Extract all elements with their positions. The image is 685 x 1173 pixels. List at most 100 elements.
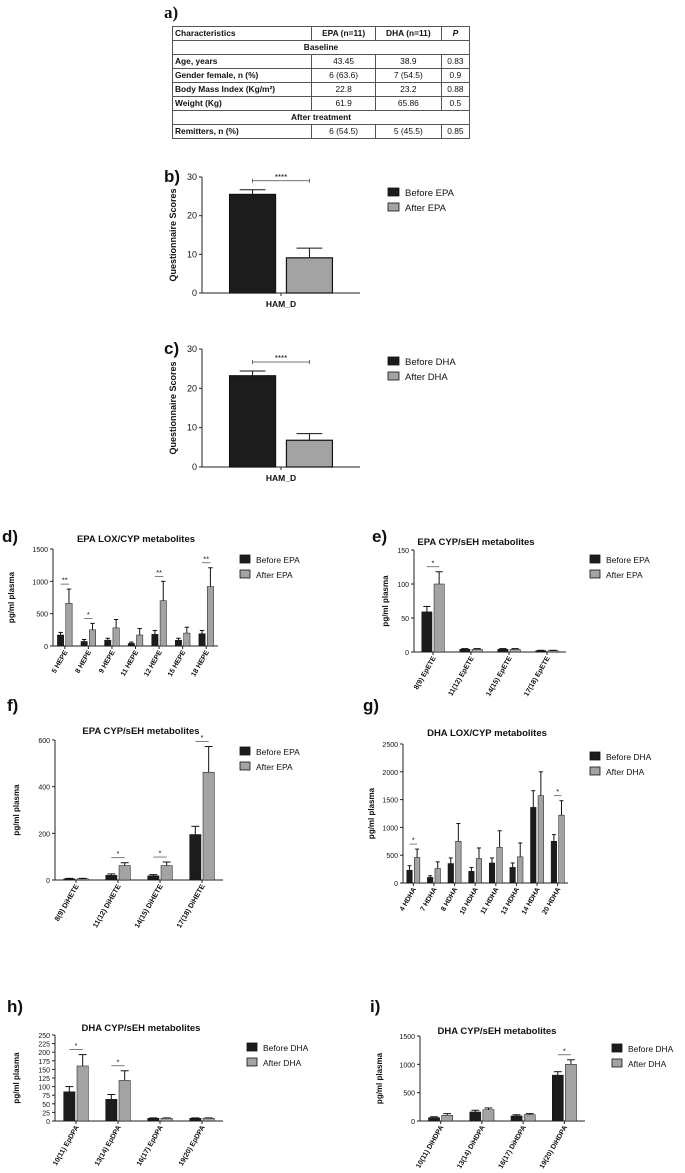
- y-tick-label: 1500: [399, 1034, 415, 1041]
- bar-after: [475, 858, 483, 884]
- bar-after: [517, 856, 524, 884]
- legend-label: Before DHA: [405, 357, 456, 368]
- legend-label: After EPA: [606, 570, 643, 580]
- y-axis-label: pg/ml plasma: [12, 784, 21, 836]
- x-tick-label: 10 HDHA: [459, 887, 480, 916]
- significance-label: *: [159, 849, 162, 858]
- x-tick-label: 11(12) DiHETE: [91, 882, 123, 929]
- bar-after: [496, 847, 503, 884]
- y-tick-label: 1000: [382, 825, 398, 832]
- row-label: Remitters, n (%): [171, 124, 313, 139]
- y-tick-label: 200: [38, 831, 50, 838]
- panel-label: g): [363, 696, 379, 715]
- bar-before: [63, 878, 76, 881]
- x-tick-label: HAM_D: [266, 299, 296, 309]
- significance-label: *: [87, 610, 90, 619]
- bar-after: [89, 629, 96, 647]
- y-axis-label: pg/ml plasma: [381, 575, 390, 627]
- bar-before: [189, 834, 202, 881]
- chart-title: EPA CYP/sEH metabolites: [417, 537, 534, 548]
- y-tick-label: 125: [38, 1076, 50, 1083]
- x-tick-label: 9 HEPE: [98, 649, 117, 674]
- y-tick-label: 1000: [32, 579, 48, 586]
- x-tick-label: 13 HDHA: [500, 887, 521, 916]
- bar-after: [206, 586, 214, 647]
- x-tick-label: 14(15) EpETE: [485, 655, 514, 698]
- bar-before: [189, 1117, 202, 1122]
- bar-after: [160, 1117, 173, 1122]
- bar-after: [202, 771, 215, 881]
- y-tick-label: 0: [192, 288, 197, 298]
- significance-label: **: [62, 576, 68, 585]
- legend-label: Before DHA: [628, 1044, 674, 1054]
- legend-swatch-before: [611, 1043, 623, 1053]
- bar-before: [175, 639, 182, 647]
- y-tick-label: 500: [403, 1091, 415, 1098]
- x-tick-label: 11 HDHA: [480, 887, 501, 916]
- bar-before: [147, 1117, 160, 1122]
- chart-d: d) EPA LOX/CYP metabolites 0 500 1000 1500 pg/…: [2, 527, 300, 678]
- bar-after: [160, 865, 173, 881]
- legend-swatch-after: [387, 202, 400, 212]
- y-axis-label: pg/ml plasma: [12, 1052, 21, 1104]
- legend-swatch-after: [387, 371, 400, 381]
- bar-before: [228, 375, 277, 468]
- legend-swatch-after: [239, 761, 251, 771]
- x-tick-label: HAM_D: [266, 473, 296, 483]
- y-tick-label: 1500: [382, 798, 398, 805]
- p-value: 0.83: [440, 54, 471, 69]
- chart-title: EPA CYP/sEH metabolites: [82, 726, 199, 737]
- bar-after: [136, 634, 144, 647]
- y-tick-label: 2500: [382, 742, 398, 749]
- y-tick-label: 200: [38, 1050, 50, 1057]
- x-tick-label: 8(9) DiHETE: [52, 882, 80, 922]
- bar-before: [228, 193, 277, 294]
- significance-label: *: [117, 849, 120, 858]
- y-tick-label: 1500: [32, 547, 48, 554]
- y-tick-label: 600: [38, 738, 50, 745]
- table-row: Remitters, n (%) 6 (54.5) 5 (45.5) 0.85: [171, 124, 471, 139]
- significance-label: *: [75, 1041, 78, 1050]
- x-tick-label: 4 HDHA: [399, 887, 418, 913]
- legend-label: After EPA: [256, 570, 293, 580]
- x-tick-label: 16(17) EpDPA: [136, 1125, 165, 1168]
- chart-g: g) DHA LOX/CYP metabolites 0 500 1000 1500 200…: [363, 696, 652, 916]
- y-tick-label: 20: [187, 383, 197, 393]
- bar-after: [118, 865, 131, 881]
- x-tick-label: 19(20) DiHDPA: [539, 1125, 569, 1171]
- significance-label: *: [563, 1046, 566, 1055]
- y-axis-label: pg/ml plasma: [375, 1052, 384, 1104]
- y-tick-label: 50: [42, 1102, 50, 1109]
- x-tick-label: 17(18) DiHETE: [174, 882, 206, 929]
- y-tick-label: 10: [187, 423, 197, 433]
- bar-before: [469, 1111, 482, 1122]
- chart-c: c) 0 10 20 30 Questionnaire Scores HAM_D **** Be…: [164, 339, 456, 483]
- x-tick-label: 11(12) EpETE: [447, 655, 475, 697]
- y-tick-label: 0: [394, 881, 398, 888]
- significance-label: **: [156, 568, 162, 577]
- x-tick-label: 7 HDHA: [420, 887, 439, 913]
- legend-swatch-before: [246, 1042, 258, 1052]
- chart-title: DHA LOX/CYP metabolites: [427, 728, 547, 739]
- bar-before: [147, 875, 160, 881]
- chart-b: b) 0 10 20 30 Questionnaire Scores HAM_D **** Be…: [164, 167, 455, 309]
- y-axis-label: pg/ml plasma: [367, 787, 376, 839]
- bar-before: [497, 649, 509, 653]
- chart-e: e) EPA CYP/sEH metabolites 0 50 100 150 pg/ml …: [372, 527, 650, 698]
- bar-after: [455, 841, 462, 884]
- bar-after: [509, 649, 521, 653]
- panel-label: i): [370, 997, 380, 1016]
- panel-label: b): [164, 167, 180, 186]
- table-row: Age, years 43.45 38.9 0.83: [171, 54, 471, 69]
- y-tick-label: 100: [38, 1085, 50, 1092]
- x-tick-label: 8 HEPE: [75, 649, 94, 674]
- bar-after: [414, 857, 421, 884]
- bar-before: [151, 634, 159, 647]
- bar-before: [510, 1115, 523, 1122]
- significance-label: ****: [275, 173, 287, 182]
- y-axis-label: Questionnaire Scores: [168, 361, 178, 454]
- panel-label: c): [164, 339, 179, 358]
- y-tick-label: 500: [36, 612, 48, 619]
- table-row: Weight (Kg) 61.9 65.86 0.5: [171, 96, 471, 111]
- y-tick-label: 0: [192, 462, 197, 472]
